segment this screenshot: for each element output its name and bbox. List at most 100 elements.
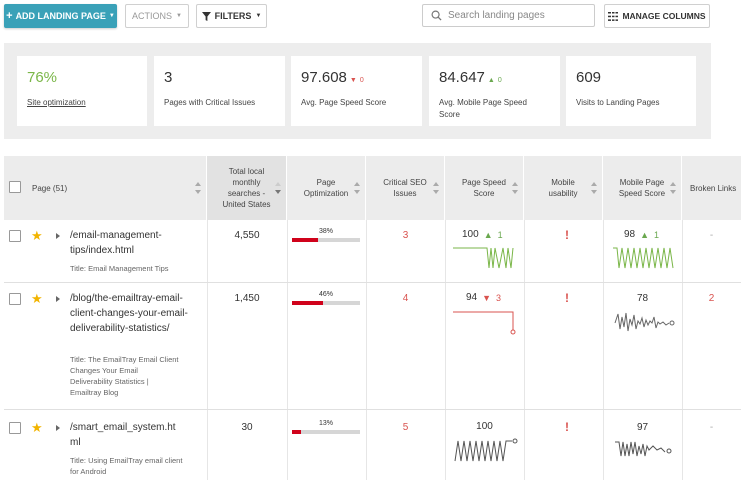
seo-issues-value[interactable]: 3 bbox=[402, 230, 409, 241]
chevron-down-icon: ▼ bbox=[108, 13, 115, 19]
select-all-checkbox[interactable] bbox=[9, 181, 21, 193]
optimization-bar-fill bbox=[292, 430, 301, 434]
stat-delta: 0 bbox=[497, 77, 502, 84]
page-url[interactable]: /email-management-tips/index.html bbox=[70, 230, 162, 256]
mobile-usability-warning-icon[interactable]: ! bbox=[565, 228, 569, 242]
actions-button[interactable]: ACTIONS ▼ bbox=[125, 4, 189, 28]
page-speed-delta: 3 bbox=[496, 292, 502, 303]
page-title-text: Using EmailTray email client for Android bbox=[70, 456, 183, 476]
column-header-mobile-usability[interactable]: Mobile usability bbox=[524, 156, 603, 220]
stat-label: Avg. Mobile Page Speed Score bbox=[439, 98, 527, 119]
page-title-line: Title: The EmailTray Email Client Change… bbox=[70, 354, 180, 398]
mobile-speed-sparkline bbox=[614, 312, 675, 332]
page-speed-sparkline bbox=[453, 247, 514, 269]
expand-caret-icon[interactable] bbox=[56, 233, 60, 239]
optimization-bar bbox=[292, 301, 360, 305]
table-row: ★ /email-management-tips/index.html Titl… bbox=[4, 220, 741, 283]
filter-icon bbox=[201, 11, 211, 21]
stat-label: Visits to Landing Pages bbox=[576, 98, 660, 107]
add-landing-page-button[interactable]: + ADD LANDING PAGE ▼ bbox=[4, 4, 117, 28]
seo-issues-value[interactable]: 5 bbox=[402, 422, 409, 433]
page-url[interactable]: /smart_email_system.html bbox=[70, 422, 176, 448]
column-header-seo[interactable]: Critical SEO Issues bbox=[366, 156, 445, 220]
page-speed-cell: 100 ▲ 1 bbox=[462, 229, 503, 240]
column-header-label: Page Speed Score bbox=[461, 178, 507, 198]
filters-label: FILTERS bbox=[214, 11, 252, 21]
column-header-broken-links[interactable]: Broken Links bbox=[682, 156, 741, 220]
delta-up-icon: ▲ bbox=[487, 77, 495, 84]
columns-icon bbox=[608, 11, 619, 21]
stats-panel: 76% Site optimization 3 Pages with Criti… bbox=[4, 43, 711, 139]
searches-value: 1,450 bbox=[234, 293, 260, 304]
star-icon[interactable]: ★ bbox=[31, 291, 43, 306]
sort-icon[interactable] bbox=[433, 182, 439, 194]
delta-up-icon: ▲ bbox=[640, 229, 650, 240]
mobile-speed-cell: 98 ▲ 1 bbox=[624, 229, 659, 240]
stat-value: 84.647 bbox=[439, 69, 485, 86]
manage-columns-button[interactable]: MANAGE COLUMNS bbox=[604, 4, 710, 28]
table-row: ★ /smart_email_system.html Title: Using … bbox=[4, 410, 741, 480]
broken-links-value[interactable]: 2 bbox=[708, 293, 715, 304]
stat-value: 76% bbox=[27, 69, 58, 86]
delta-down-icon: ▼ bbox=[349, 77, 357, 84]
stat-delta: 0 bbox=[359, 77, 364, 84]
search-input[interactable] bbox=[448, 10, 588, 21]
column-header-label: Page Optimization bbox=[303, 178, 349, 198]
mobile-usability-warning-icon[interactable]: ! bbox=[565, 291, 569, 305]
optimization-value: 13% bbox=[318, 420, 333, 427]
column-header-speed[interactable]: Page Speed Score bbox=[445, 156, 524, 220]
row-checkbox[interactable] bbox=[9, 422, 21, 434]
title-prefix: Title: bbox=[70, 264, 86, 273]
column-header-page[interactable]: Page (51) bbox=[4, 156, 207, 220]
mobile-speed-delta: 1 bbox=[654, 229, 660, 240]
column-header-label: Critical SEO Issues bbox=[383, 178, 427, 198]
sort-icon[interactable] bbox=[354, 182, 360, 194]
chevron-down-icon: ▼ bbox=[255, 13, 262, 19]
optimization-bar-fill bbox=[292, 301, 324, 305]
plus-icon: + bbox=[6, 10, 13, 22]
expand-caret-icon[interactable] bbox=[56, 296, 60, 302]
sort-icon[interactable] bbox=[591, 182, 597, 194]
page-speed-cell: 94 ▼ 3 bbox=[466, 292, 501, 303]
star-icon[interactable]: ★ bbox=[31, 420, 43, 435]
stat-value-wrap: 97.608 ▼ 0 bbox=[301, 69, 412, 86]
stat-value: 97.608 bbox=[301, 69, 347, 86]
page-speed-sparkline bbox=[453, 311, 516, 335]
column-header-label: Mobile Page Speed Score bbox=[618, 178, 666, 198]
page-url[interactable]: /blog/the-emailtray-email-client-changes… bbox=[70, 293, 188, 334]
expand-caret-icon[interactable] bbox=[56, 425, 60, 431]
add-landing-page-label: ADD LANDING PAGE bbox=[15, 11, 106, 21]
page-speed-delta: 1 bbox=[497, 229, 503, 240]
stat-value: 3 bbox=[164, 69, 173, 86]
search-box[interactable] bbox=[422, 4, 595, 27]
star-icon[interactable]: ★ bbox=[31, 228, 43, 243]
page-title-text: Email Management Tips bbox=[88, 264, 169, 273]
column-header-mobile-speed[interactable]: Mobile Page Speed Score bbox=[603, 156, 682, 220]
column-header-label: Total local monthly searches - United St… bbox=[222, 167, 271, 209]
delta-down-icon: ▼ bbox=[482, 292, 492, 303]
seo-issues-value[interactable]: 4 bbox=[402, 293, 409, 304]
mobile-speed-value: 98 bbox=[624, 229, 636, 240]
mobile-speed-sparkline bbox=[613, 247, 674, 269]
chevron-down-icon: ▼ bbox=[176, 13, 182, 19]
searches-value: 4,550 bbox=[234, 230, 260, 241]
page-title-text: The EmailTray Email Client Changes Your … bbox=[70, 355, 179, 397]
mobile-speed-sparkline bbox=[615, 441, 672, 457]
page-speed-value: 100 bbox=[476, 421, 493, 432]
sort-desc-icon[interactable] bbox=[275, 182, 281, 194]
mobile-usability-warning-icon[interactable]: ! bbox=[565, 420, 569, 434]
column-header-label: Page (51) bbox=[32, 183, 68, 193]
sort-icon[interactable] bbox=[670, 182, 676, 194]
optimization-bar bbox=[292, 430, 360, 434]
sort-icon[interactable] bbox=[195, 182, 201, 194]
optimization-bar-fill bbox=[292, 238, 318, 242]
column-header-searches[interactable]: Total local monthly searches - United St… bbox=[207, 156, 287, 220]
column-header-optimization[interactable]: Page Optimization bbox=[287, 156, 366, 220]
optimization-value: 38% bbox=[318, 228, 333, 235]
row-checkbox[interactable] bbox=[9, 230, 21, 242]
sort-icon[interactable] bbox=[512, 182, 518, 194]
row-checkbox[interactable] bbox=[9, 293, 21, 305]
filters-button[interactable]: FILTERS ▼ bbox=[196, 4, 267, 28]
stat-label[interactable]: Site optimization bbox=[27, 98, 86, 107]
optimization-bar bbox=[292, 238, 360, 242]
